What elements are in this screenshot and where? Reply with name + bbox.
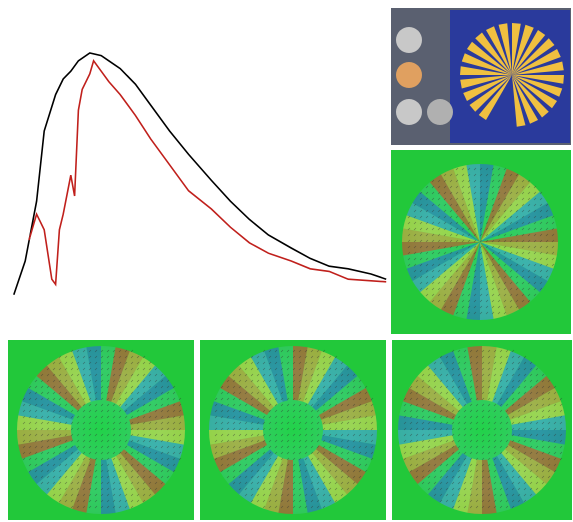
field-panel — [200, 340, 386, 520]
data-line — [29, 61, 386, 285]
field-panel — [392, 340, 572, 520]
figure — [0, 0, 573, 522]
metasurface-photo — [391, 8, 571, 145]
field-panel — [8, 340, 194, 520]
field-panel — [391, 150, 571, 334]
spectrum-plot — [14, 53, 386, 295]
data-line — [14, 53, 386, 295]
